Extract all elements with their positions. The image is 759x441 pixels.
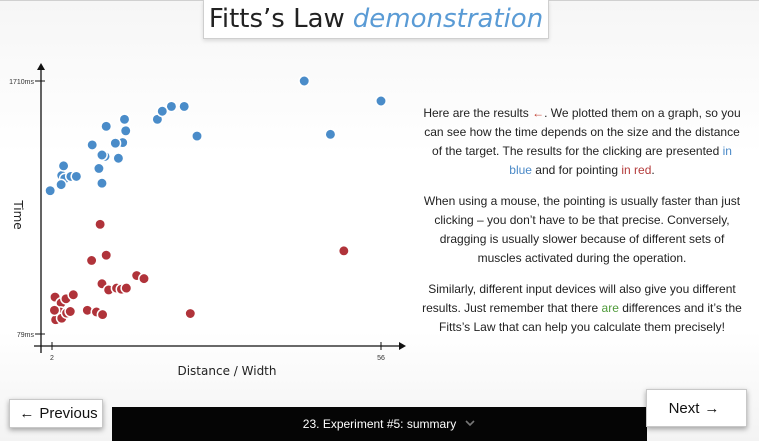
data-point-clicking (178, 100, 191, 113)
data-point-clicking (112, 152, 125, 165)
data-point-pointing (67, 288, 80, 301)
data-point-pointing (184, 307, 197, 320)
data-point-clicking (165, 100, 178, 113)
y-axis-arrow-icon (37, 63, 45, 70)
y-tick-label: 79ms (17, 332, 35, 339)
p3-text-a: Similarly, different input devices will … (422, 282, 736, 315)
data-point-clicking (324, 128, 337, 141)
p1-text-c: and for pointing (531, 163, 622, 177)
data-point-clicking (298, 75, 311, 87)
data-point-clicking (55, 178, 68, 191)
y-axis-label: Time (11, 199, 25, 229)
data-point-pointing (64, 305, 77, 318)
x-tick-label: 2 (50, 355, 54, 362)
x-axis-label: Distance / Width (177, 364, 276, 378)
data-point-pointing (120, 282, 133, 295)
devices-paragraph: Similarly, different input devices will … (421, 280, 743, 337)
previous-label: Previous (39, 405, 98, 422)
data-point-clicking (96, 149, 108, 161)
data-point-clicking (118, 113, 131, 126)
data-point-pointing (85, 254, 98, 267)
are-highlight-text: are (601, 301, 619, 315)
arrow-left-icon: ← (532, 106, 545, 120)
previous-button[interactable]: ← Previous (9, 399, 103, 428)
data-point-clicking (109, 137, 122, 150)
in-red-text: in red (621, 163, 652, 177)
title-plain: Fitts’s Law (208, 4, 345, 34)
step-label: 23. Experiment #5: summary (302, 417, 457, 431)
data-point-clicking (44, 184, 57, 197)
arrow-left-icon: ← (19, 405, 35, 422)
data-point-clicking (70, 170, 83, 183)
results-paragraph: Here are the results ←. We plotted them … (421, 104, 743, 180)
data-point-pointing (337, 244, 350, 257)
step-bar[interactable]: 23. Experiment #5: summary (112, 407, 647, 441)
y-tick-label: 1710ms (9, 79, 34, 86)
data-point-clicking (86, 138, 99, 151)
data-point-pointing (48, 304, 61, 317)
p1-text-d: . (651, 163, 655, 177)
next-label: Next (668, 399, 700, 417)
arrow-right-icon: → (704, 399, 720, 417)
next-button[interactable]: Next → (646, 389, 747, 427)
explanation-panel: Here are the results ←. We plotted them … (421, 104, 743, 349)
data-point-pointing (138, 272, 150, 285)
chevron-down-icon[interactable] (463, 416, 477, 430)
page-title: Fitts’s Law demonstration (203, 0, 549, 39)
mouse-paragraph: When using a mouse, the pointing is usua… (423, 194, 741, 265)
data-point-pointing (96, 308, 109, 321)
data-point-clicking (96, 177, 108, 190)
data-point-clicking (57, 159, 70, 172)
data-point-clicking (191, 130, 203, 143)
data-point-pointing (100, 249, 113, 262)
data-point-clicking (375, 95, 387, 107)
title-accent: demonstration (352, 4, 544, 34)
p3-text-b: differences and it’s the Fitts’s Law tha… (439, 301, 742, 334)
x-tick-label: 56 (377, 355, 385, 362)
x-axis-arrow-icon (399, 342, 406, 350)
data-point-clicking (92, 162, 105, 175)
data-point-clicking (119, 124, 132, 137)
data-point-clicking (156, 105, 169, 118)
p1-text-b: . We plotted them on a graph, so you can… (424, 106, 741, 158)
data-point-pointing (94, 218, 107, 231)
scatter-chart: 1710ms 79ms 2 56 Distance / Width Time (9, 63, 406, 378)
in-blue-text: in blue (509, 144, 732, 177)
p1-text-a: Here are the results (423, 106, 533, 120)
data-point-clicking (100, 120, 113, 133)
